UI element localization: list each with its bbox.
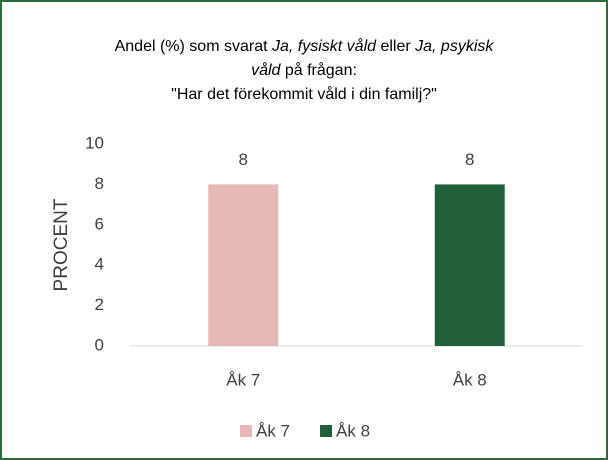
y-tick-label: 10 [85,133,104,152]
y-tick-label: 4 [95,255,104,274]
title-part: våld [251,61,281,79]
x-tick-label: Åk 8 [453,370,487,389]
data-label: 8 [465,150,474,169]
title-part: Ja, psykisk [414,38,494,55]
legend-swatch [320,425,333,437]
title-part: Andel (%) som svarat [115,38,272,55]
chart-title: "Har det förekommit våld i din familj?" [171,85,437,103]
legend-label: Åk 8 [336,421,370,440]
chart-title: våld på frågan: [251,61,357,79]
y-tick-label: 6 [95,214,104,233]
title-part: "Har det förekommit våld i din familj?" [171,85,437,103]
x-tick-label: Åk 7 [226,370,260,389]
legend-swatch [240,425,252,437]
y-tick-label: 8 [95,174,104,193]
bar [208,184,279,346]
bar [434,184,505,346]
data-label: 8 [239,150,248,169]
y-tick-label: 2 [95,295,104,314]
y-tick-label: 0 [95,335,104,354]
title-part: Ja, fysiskt våld [271,37,377,55]
title-part: på frågan: [280,61,357,79]
chart-title: Andel (%) som svarat Ja, fysiskt våld el… [115,37,495,55]
title-part: eller [376,38,415,55]
y-axis-label: PROCENT [51,198,72,291]
legend-label: Åk 7 [256,421,290,440]
